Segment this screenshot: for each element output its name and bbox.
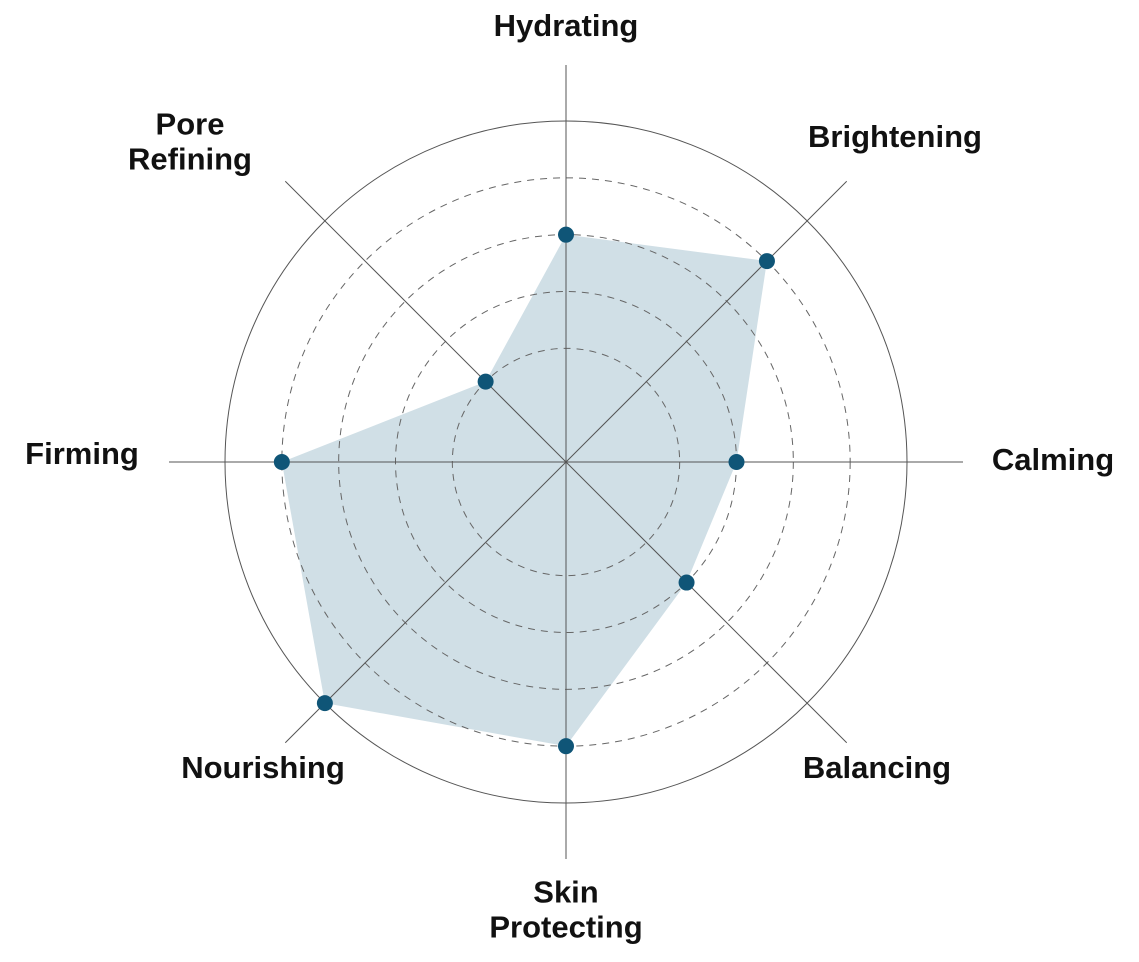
data-point: [558, 226, 574, 243]
data-point: [558, 738, 574, 755]
category-label: Hydrating: [494, 8, 639, 43]
label-line: Skin: [533, 875, 598, 910]
data-point: [678, 574, 695, 591]
data-point: [316, 695, 333, 712]
axis-line: [284, 180, 848, 744]
category-label: Nourishing: [181, 750, 345, 785]
category-label: Skin Protecting: [489, 875, 642, 945]
category-label: Pore Refining: [128, 107, 252, 177]
data-point: [728, 454, 745, 470]
data-point: [477, 373, 494, 390]
data-point: [273, 454, 290, 470]
label-line: Pore: [156, 107, 225, 142]
category-label: Brightening: [808, 119, 982, 154]
label-line: Refining: [128, 142, 252, 177]
category-label: Balancing: [803, 750, 951, 785]
category-label: Firming: [25, 436, 139, 471]
label-line: Protecting: [489, 910, 642, 945]
data-point: [758, 253, 775, 270]
category-label: Calming: [992, 442, 1114, 477]
area: [281, 234, 767, 747]
